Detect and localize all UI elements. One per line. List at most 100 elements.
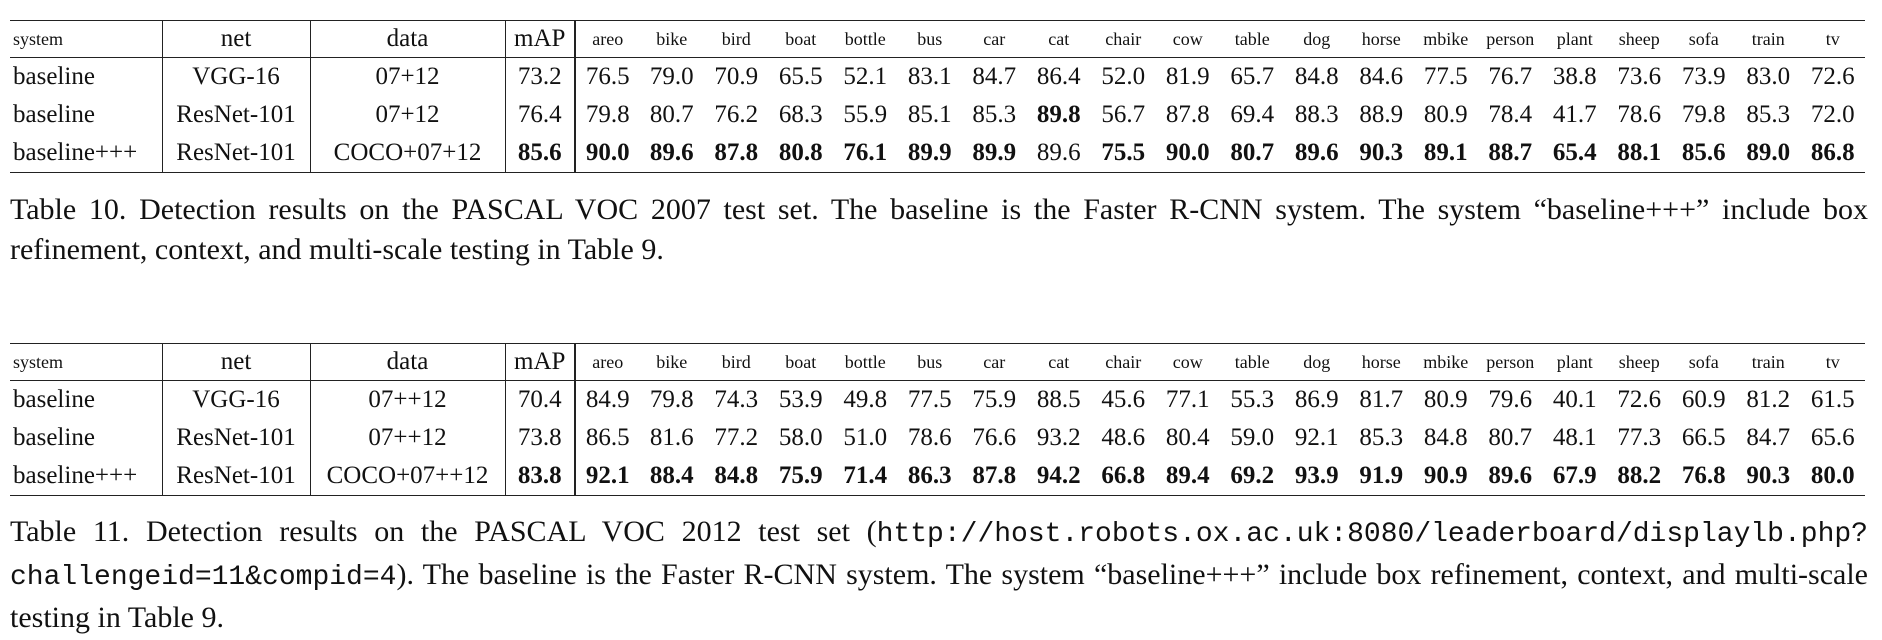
table-cell: 89.9 xyxy=(972,139,1017,166)
table-cell: 73.6 xyxy=(1617,63,1662,90)
table-cell: 48.1 xyxy=(1552,424,1597,451)
column-header-horse: horse xyxy=(1361,28,1401,49)
table-cell: 76.6 xyxy=(972,424,1017,451)
table-cell: 55.9 xyxy=(843,101,888,128)
table-cell: 76.4 xyxy=(505,96,576,134)
table-cell: 89.6 xyxy=(1036,139,1081,166)
leaderboard-url-link[interactable]: http://host.robots.ox.ac.uk:8080/leaderb… xyxy=(10,519,1868,593)
column-header-cow: cow xyxy=(1172,28,1203,49)
table-cell: baseline xyxy=(10,380,163,419)
table-cell: 84.8 xyxy=(714,462,759,489)
table-cell: 83.8 xyxy=(505,457,576,496)
table-cell: baseline xyxy=(10,57,163,96)
table-cell: 85.3 xyxy=(972,101,1017,128)
column-header-boat: boat xyxy=(785,28,817,49)
table-cell: 79.6 xyxy=(1488,386,1533,413)
table-row: baseline ResNet-101 07+12 76.4 79.8 80.7 76.2 6… xyxy=(10,96,1865,134)
table-cell: 80.7 xyxy=(1230,139,1275,166)
table-cell: 85.3 xyxy=(1359,424,1404,451)
column-header-train: train xyxy=(1751,351,1785,372)
table-cell: baseline xyxy=(10,419,163,457)
table-cell: 93.2 xyxy=(1036,424,1081,451)
table-cell: 87.8 xyxy=(972,462,1017,489)
column-header-tv: tv xyxy=(1825,351,1840,372)
table-cell: 66.5 xyxy=(1681,424,1726,451)
column-header-bus: bus xyxy=(917,28,943,49)
table-cell: baseline xyxy=(10,96,163,134)
table-cell: 77.1 xyxy=(1165,386,1210,413)
table-cell: 77.3 xyxy=(1617,424,1662,451)
table-cell: 88.7 xyxy=(1488,139,1533,166)
column-header-mbike: mbike xyxy=(1423,28,1469,49)
column-header-data: data xyxy=(310,20,506,58)
table-cell: 79.8 xyxy=(1681,101,1726,128)
table-10-body: baseline VGG-16 07+12 73.2 76.5 79.0 70.9 65.5 5… xyxy=(10,57,1865,173)
column-header-table: table xyxy=(1234,351,1270,372)
table-cell: 59.0 xyxy=(1230,424,1275,451)
table-cell: COCO+07+12 xyxy=(310,134,506,173)
table-cell: 90.3 xyxy=(1359,139,1404,166)
column-header-net: net xyxy=(162,20,311,58)
table-cell: 80.7 xyxy=(1488,424,1533,451)
column-header-cat: cat xyxy=(1048,351,1070,372)
table-cell: 80.7 xyxy=(649,101,694,128)
column-header-bird: bird xyxy=(721,28,751,49)
table-cell: 70.9 xyxy=(714,63,759,90)
column-header-sofa: sofa xyxy=(1688,28,1719,49)
table-cell: 86.8 xyxy=(1810,139,1855,166)
table-cell: 84.9 xyxy=(585,386,630,413)
table-11-caption-post: ). The baseline is the Faster R-CNN syst… xyxy=(10,558,1868,634)
table-cell: ResNet-101 xyxy=(162,457,311,496)
column-header-bird: bird xyxy=(721,351,751,372)
table-cell: baseline+++ xyxy=(10,457,163,496)
column-header-bus: bus xyxy=(917,351,943,372)
table-cell: 81.2 xyxy=(1746,386,1791,413)
column-header-tv: tv xyxy=(1825,28,1840,49)
table-cell: 48.6 xyxy=(1101,424,1146,451)
table-cell: 70.4 xyxy=(505,380,576,419)
column-header-bottle: bottle xyxy=(844,28,886,49)
table-cell: 80.8 xyxy=(778,139,823,166)
column-header-map: mAP xyxy=(505,20,576,58)
column-header-bike: bike xyxy=(656,28,688,49)
table-cell: ResNet-101 xyxy=(162,419,311,457)
table-11-caption: Table 11. Detection results on the PASCA… xyxy=(10,512,1868,638)
column-header-dog: dog xyxy=(1303,28,1331,49)
table-11: system net data mAP areo bike bird boat bottle bu… xyxy=(10,343,1865,496)
table-cell: 53.9 xyxy=(778,386,823,413)
table-cell: 51.0 xyxy=(843,424,888,451)
column-header-cat: cat xyxy=(1048,28,1070,49)
column-header-bike: bike xyxy=(656,351,688,372)
table-cell: 76.2 xyxy=(714,101,759,128)
table-10: system net data mAP areo bike bird boat bottle bu… xyxy=(10,20,1865,173)
column-header-person: person xyxy=(1486,28,1535,49)
table-10-caption-text: Table 10. Detection results on the PASCA… xyxy=(10,193,1868,266)
table-cell: 45.6 xyxy=(1101,386,1146,413)
table-cell: 85.3 xyxy=(1746,101,1791,128)
table-cell: 86.4 xyxy=(1036,63,1081,90)
table-cell: 94.2 xyxy=(1036,462,1081,489)
table-cell: 76.7 xyxy=(1488,63,1533,90)
table-cell: 88.5 xyxy=(1036,386,1081,413)
column-header-map: mAP xyxy=(505,343,576,381)
table-cell: 77.2 xyxy=(714,424,759,451)
table-cell: 72.6 xyxy=(1617,386,1662,413)
table-cell: 74.3 xyxy=(714,386,759,413)
table-cell: 86.9 xyxy=(1294,386,1339,413)
table-cell: 52.1 xyxy=(843,63,888,90)
table-cell: 40.1 xyxy=(1552,386,1597,413)
column-header-data: data xyxy=(310,343,506,381)
table-cell: 89.0 xyxy=(1746,139,1791,166)
table-cell: 92.1 xyxy=(1294,424,1339,451)
table-cell: 91.9 xyxy=(1359,462,1404,489)
table-cell: 81.9 xyxy=(1165,63,1210,90)
table-cell: 75.9 xyxy=(778,462,823,489)
table-cell: 07+12 xyxy=(310,57,506,96)
table-cell: 89.6 xyxy=(1488,462,1533,489)
table-cell: 67.9 xyxy=(1552,462,1597,489)
table-cell: 85.6 xyxy=(1681,139,1726,166)
table-cell: 38.8 xyxy=(1552,63,1597,90)
table-cell: 60.9 xyxy=(1681,386,1726,413)
column-header-horse: horse xyxy=(1361,351,1401,372)
column-header-cow: cow xyxy=(1172,351,1203,372)
